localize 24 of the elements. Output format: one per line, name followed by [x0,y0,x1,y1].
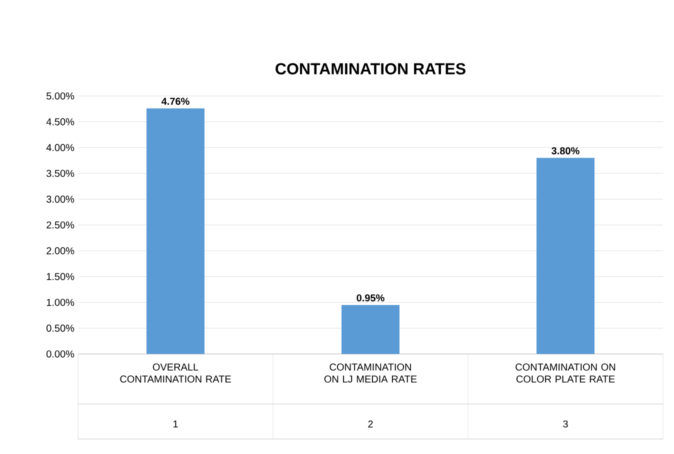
y-tick-label: 3.00% [46,196,74,203]
y-tick-label: 1.00% [46,298,74,306]
y-tick-label: 4.50% [46,118,74,126]
y-tick-label: 1.50% [46,273,74,280]
y-tick-label: 4.00% [46,144,74,152]
bar [146,108,205,354]
y-tick-label: 3.50% [46,170,74,177]
y-tick-label: 0.50% [46,324,74,332]
x-tick-label: OVERALL CONTAMINATION RATE [120,364,231,383]
y-tick-label: 5.00% [46,92,74,100]
bar [536,158,594,354]
text: 3 [563,420,568,428]
bar [342,304,400,354]
chart-title: CONTAMINATION RATES [276,63,466,74]
data-label: 4.76% [161,98,190,105]
y-tick-label: 2.50% [46,221,74,229]
y-tick-label: 0.00% [46,350,74,358]
text: 2 [368,420,373,428]
data-label: 3.80% [552,147,580,154]
x-tick-label: CONTAMINATION ON LJ MEDIA RATE [324,364,417,383]
x-tick-label: CONTAMINATION ON COLOR PLATE RATE [516,364,616,383]
data-label: 0.95% [356,294,384,302]
text: 1 [173,420,178,428]
y-tick-label: 2.00% [46,247,74,254]
